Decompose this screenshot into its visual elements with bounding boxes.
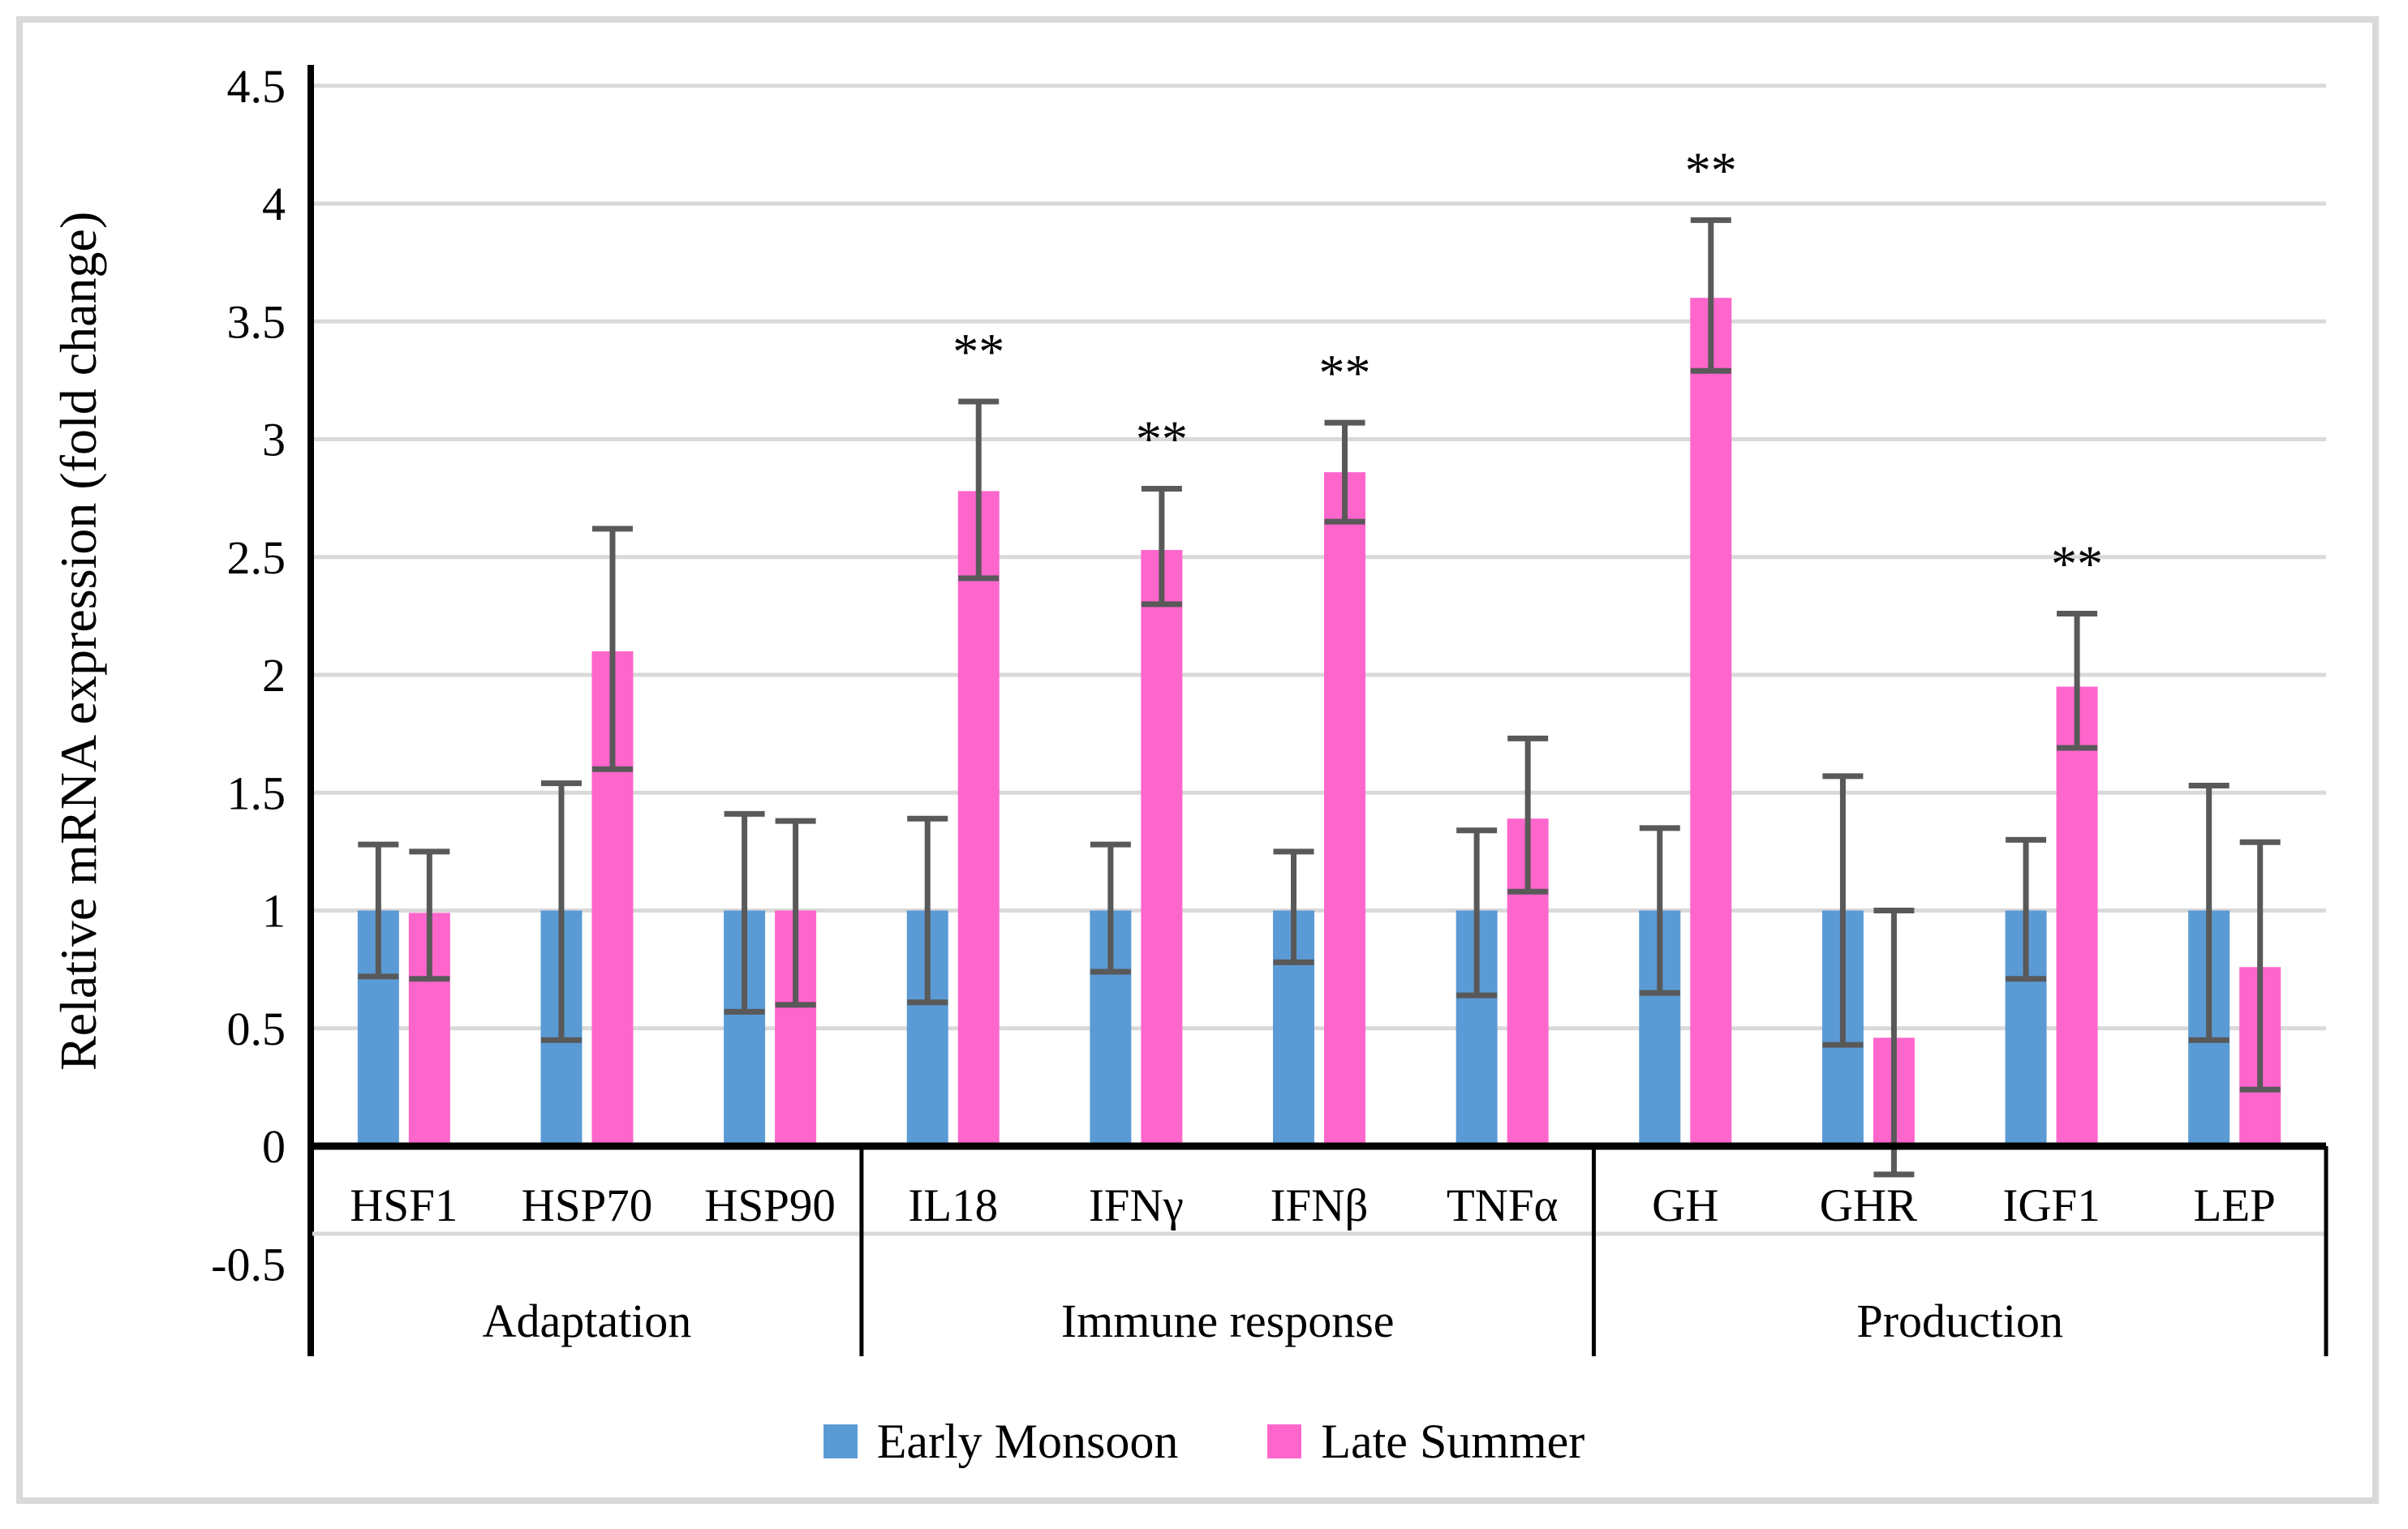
error-bar-late-summer-HSF1 <box>409 848 450 982</box>
error-bar-early-monsoon-GHR <box>1822 773 1864 1048</box>
category-label-IFNγ: IFNγ <box>1089 1180 1184 1231</box>
category-label-HSP70: HSP70 <box>522 1180 653 1231</box>
error-bar-early-monsoon-GH <box>1639 825 1680 996</box>
y-tick-label-0.5: 0.5 <box>227 1003 286 1055</box>
significance-marker-IGF1: ** <box>2051 535 2103 592</box>
error-bar-early-monsoon-LEP <box>2188 783 2230 1043</box>
y-tick-label-3.5: 3.5 <box>227 295 286 348</box>
legend-swatch-early-monsoon <box>823 1424 858 1458</box>
y-tick-label-3: 3 <box>262 414 286 466</box>
y-tick-label-0: 0 <box>262 1120 286 1173</box>
y-tick-label-2.5: 2.5 <box>227 531 286 584</box>
category-label-GHR: GHR <box>1820 1180 1917 1231</box>
y-tick-label-2: 2 <box>262 649 286 702</box>
error-bar-early-monsoon-TNFα <box>1456 827 1498 999</box>
error-bar-early-monsoon-HSP90 <box>724 810 765 1015</box>
group-label-immune-response: Immune response <box>1061 1295 1395 1347</box>
category-label-IL18: IL18 <box>908 1180 998 1231</box>
legend-item-late-summer: Late Summer <box>1267 1414 1585 1470</box>
error-bar-late-summer-GH <box>1690 217 1731 374</box>
error-bar-late-summer-LEP <box>2239 839 2281 1093</box>
legend-item-early-monsoon: Early Monsoon <box>823 1414 1179 1470</box>
error-bar-early-monsoon-HSP70 <box>540 780 582 1043</box>
error-bar-early-monsoon-IFNγ <box>1090 841 1131 975</box>
y-tick-label--0.5: -0.5 <box>211 1238 286 1291</box>
category-label-HSP90: HSP90 <box>704 1180 836 1231</box>
y-tick-label-4: 4 <box>262 178 286 230</box>
significance-marker-IL18: ** <box>952 323 1004 380</box>
y-tick-label-1.5: 1.5 <box>227 767 286 819</box>
bar-late-summer-IFNβ <box>1324 472 1365 1146</box>
significance-marker-IFNγ: ** <box>1136 410 1188 468</box>
bar-late-summer-IGF1 <box>2056 686 2098 1146</box>
significance-marker-GH: ** <box>1685 141 1737 199</box>
legend-label-early-monsoon: Early Monsoon <box>876 1414 1179 1468</box>
bar-late-summer-IFNγ <box>1141 550 1183 1146</box>
category-label-TNFα: TNFα <box>1447 1180 1559 1231</box>
error-bar-late-summer-IFNβ <box>1324 419 1365 525</box>
error-bar-late-summer-IGF1 <box>2057 610 2098 751</box>
y-tick-label-1: 1 <box>262 885 286 938</box>
bar-late-summer-GH <box>1690 298 1732 1147</box>
error-bar-late-summer-TNFα <box>1507 735 1549 895</box>
category-label-HSF1: HSF1 <box>350 1180 458 1231</box>
legend-swatch-late-summer <box>1267 1424 1302 1458</box>
error-bar-late-summer-IL18 <box>958 398 1000 582</box>
legend-label-late-summer: Late Summer <box>1321 1414 1585 1468</box>
category-label-GH: GH <box>1652 1180 1718 1231</box>
error-bar-late-summer-HSP70 <box>591 526 633 772</box>
error-bar-early-monsoon-IGF1 <box>2006 836 2047 982</box>
y-tick-label-4.5: 4.5 <box>227 60 286 113</box>
error-bar-early-monsoon-IFNβ <box>1273 848 1314 965</box>
category-label-IFNβ: IFNβ <box>1271 1180 1369 1231</box>
error-bar-late-summer-GHR <box>1873 908 1915 1178</box>
outer-frame-border <box>16 16 2379 1504</box>
bar-late-summer-IL18 <box>957 491 1000 1146</box>
category-label-IGF1: IGF1 <box>2002 1180 2100 1231</box>
category-label-LEP: LEP <box>2194 1180 2276 1231</box>
group-label-adaptation: Adaptation <box>483 1295 692 1347</box>
legend: Early Monsoon Late Summer <box>0 1405 2408 1478</box>
error-bar-late-summer-HSP90 <box>775 818 816 1008</box>
group-label-production: Production <box>1856 1295 2063 1347</box>
significance-marker-IFNβ: ** <box>1319 344 1371 402</box>
error-bar-late-summer-IFNγ <box>1141 486 1182 608</box>
error-bar-early-monsoon-HSF1 <box>358 841 399 980</box>
error-bar-early-monsoon-IL18 <box>907 815 948 1006</box>
